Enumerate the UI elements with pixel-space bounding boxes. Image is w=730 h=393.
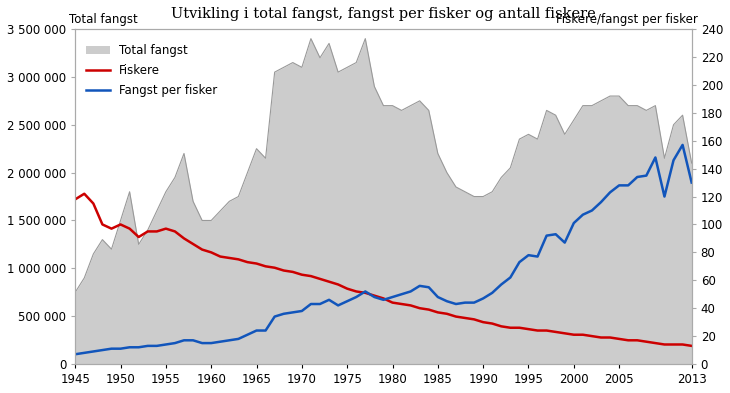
Legend: Total fangst, Fiskere, Fangst per fisker: Total fangst, Fiskere, Fangst per fisker xyxy=(81,39,222,102)
Fiskere xyxy=(678,342,687,347)
Title: Utvikling i total fangst, fangst per fisker og antall fiskere: Utvikling i total fangst, fangst per fis… xyxy=(171,7,596,21)
Fiskere xyxy=(687,343,696,348)
Fangst per fisker xyxy=(669,158,678,163)
Fiskere xyxy=(80,191,88,196)
Text: Total fangst: Total fangst xyxy=(69,13,138,26)
Line: Fiskere: Fiskere xyxy=(75,194,691,346)
Fiskere xyxy=(280,268,288,273)
Fiskere xyxy=(288,270,297,274)
Fangst per fisker xyxy=(270,314,279,319)
Fiskere xyxy=(71,197,80,202)
Fangst per fisker xyxy=(678,143,687,147)
Fangst per fisker xyxy=(687,180,696,185)
Fangst per fisker xyxy=(71,352,80,356)
Text: Fiskere/fangst per fisker: Fiskere/fangst per fisker xyxy=(556,13,698,26)
Fangst per fisker xyxy=(280,311,288,316)
Fangst per fisker xyxy=(424,285,433,290)
Fiskere xyxy=(434,310,442,315)
Fangst per fisker xyxy=(188,338,197,343)
Fiskere xyxy=(126,226,134,231)
Fiskere xyxy=(198,247,207,252)
Fangst per fisker xyxy=(116,346,125,351)
Line: Fangst per fisker: Fangst per fisker xyxy=(75,145,691,354)
